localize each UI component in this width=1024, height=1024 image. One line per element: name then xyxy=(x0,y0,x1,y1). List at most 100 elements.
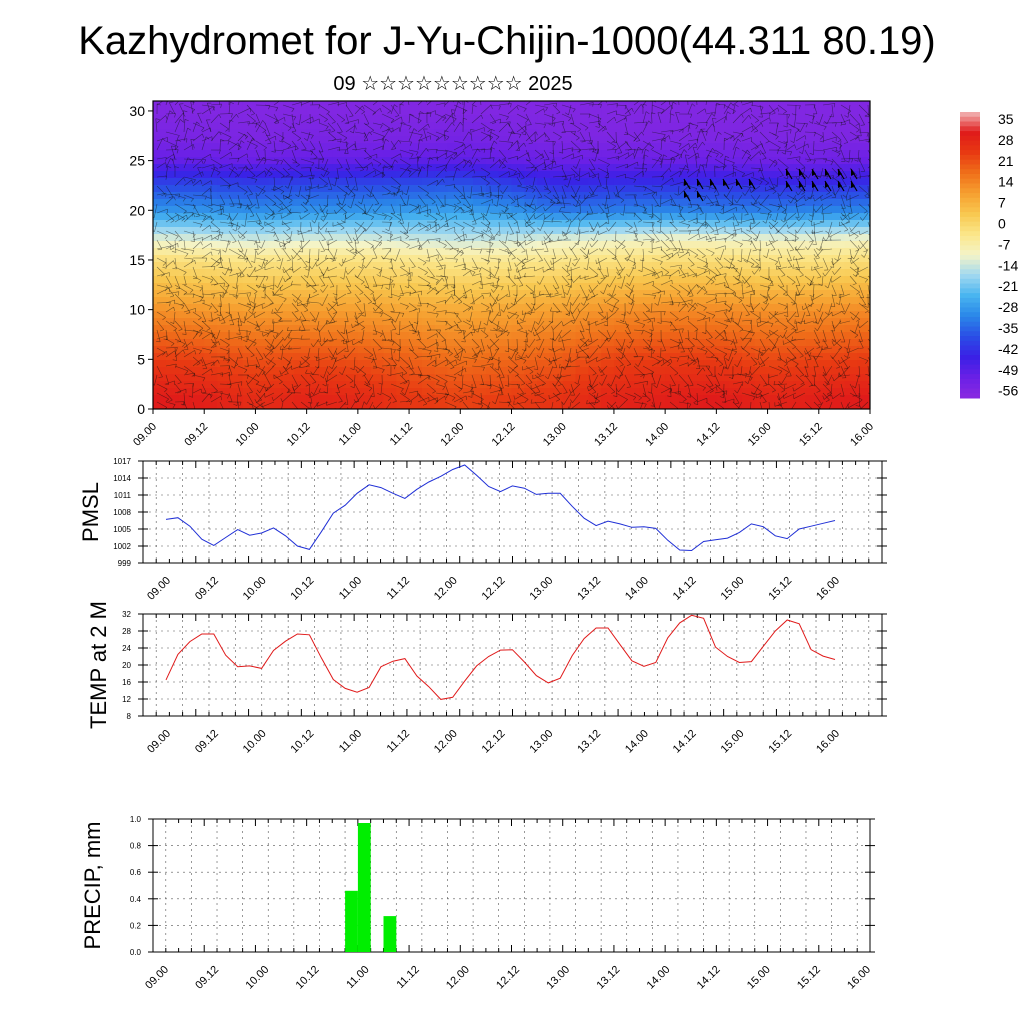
field-cell xyxy=(716,311,730,319)
field-cell xyxy=(421,262,436,270)
field-cell xyxy=(434,178,449,186)
field-cell xyxy=(306,367,321,375)
wind-barb xyxy=(228,194,235,207)
field-cell xyxy=(613,304,628,312)
wind-barb xyxy=(372,194,380,204)
wind-barb xyxy=(309,311,316,320)
field-cell xyxy=(767,353,781,361)
field-cell xyxy=(306,290,321,298)
field-cell xyxy=(153,374,167,382)
field-cell xyxy=(703,220,717,228)
wind-barb-feather xyxy=(244,191,248,195)
field-cell xyxy=(255,276,269,284)
wind-barb-feather xyxy=(314,213,319,216)
wind-barb xyxy=(183,179,192,187)
field-cell xyxy=(153,290,167,298)
wind-barb xyxy=(390,190,403,196)
wind-barb xyxy=(271,311,284,314)
field-cell xyxy=(703,248,717,256)
field-cell xyxy=(383,129,397,137)
field-cell xyxy=(370,318,385,326)
wind-barb-feather xyxy=(369,131,373,136)
wind-barb xyxy=(210,114,220,124)
wind-barb-feather xyxy=(341,220,345,223)
wind-barb xyxy=(257,248,266,255)
field-cell xyxy=(165,374,180,382)
wind-barb xyxy=(390,203,396,214)
field-cell xyxy=(242,129,257,137)
wind-barb xyxy=(300,158,315,164)
wind-barb xyxy=(471,148,478,160)
wind-barb-feather xyxy=(236,114,239,118)
wind-barb xyxy=(354,239,357,253)
wind-barb-feather xyxy=(358,265,363,269)
field-cell xyxy=(575,213,589,221)
wind-barb xyxy=(291,167,303,176)
field-cell xyxy=(754,143,769,151)
field-cell xyxy=(217,367,231,375)
wind-barb-feather xyxy=(378,236,382,240)
wind-barb-feather xyxy=(456,152,458,157)
field-cell xyxy=(178,129,193,137)
wind-barb-feather xyxy=(229,101,234,104)
wind-barb-feather xyxy=(277,357,282,360)
wind-barb-feather xyxy=(435,137,440,141)
field-cell xyxy=(485,164,500,172)
field-cell xyxy=(473,353,487,361)
field-cell xyxy=(562,374,577,382)
wind-barb-feather xyxy=(463,330,466,335)
field-cell xyxy=(178,297,193,305)
wind-barb xyxy=(399,323,413,331)
field-cell xyxy=(793,199,807,207)
wind-barb xyxy=(453,293,463,303)
field-cell xyxy=(780,199,794,207)
field-cell xyxy=(613,206,628,214)
wind-barb xyxy=(228,167,239,176)
field-cell xyxy=(345,332,359,340)
field-cell xyxy=(524,108,538,116)
wind-barb xyxy=(309,176,313,188)
field-cell xyxy=(716,402,730,409)
wind-barb-feather xyxy=(195,215,200,217)
field-cell xyxy=(831,311,845,319)
wind-barb-feather xyxy=(401,204,406,207)
wind-barb xyxy=(489,104,501,107)
wind-barb xyxy=(280,365,293,375)
field-cell xyxy=(178,185,193,193)
field-cell xyxy=(357,206,372,214)
field-cell xyxy=(549,192,564,200)
field-cell xyxy=(293,346,308,354)
field-cell xyxy=(319,248,333,256)
field-cell xyxy=(191,213,205,221)
wind-barb xyxy=(399,168,408,178)
field-cell xyxy=(818,367,833,375)
wind-barb-feather xyxy=(302,201,307,205)
field-cell xyxy=(793,234,807,242)
wind-barb-feather xyxy=(161,274,165,277)
field-cell xyxy=(178,227,193,235)
field-cell xyxy=(831,325,845,333)
field-cell xyxy=(818,157,833,165)
field-cell xyxy=(434,283,449,291)
field-cell xyxy=(191,234,205,242)
wind-barb xyxy=(363,104,376,113)
field-cell xyxy=(460,206,474,214)
field-cell xyxy=(281,164,295,172)
wind-barb-feather xyxy=(286,237,291,241)
wind-barb xyxy=(470,185,473,199)
field-cell xyxy=(754,346,769,354)
field-cell xyxy=(460,304,474,312)
field-cell xyxy=(242,164,257,172)
field-cell xyxy=(229,276,244,284)
wind-barb xyxy=(201,393,210,403)
field-cell xyxy=(562,381,577,389)
field-cell xyxy=(255,199,269,207)
wind-barb xyxy=(284,338,293,349)
field-cell xyxy=(165,353,180,361)
wind-barb xyxy=(237,153,248,160)
field-cell xyxy=(767,206,781,214)
wind-barb-feather xyxy=(200,388,202,394)
wind-barb xyxy=(192,329,202,334)
wind-barb-feather xyxy=(232,295,237,298)
field-cell xyxy=(601,255,615,263)
